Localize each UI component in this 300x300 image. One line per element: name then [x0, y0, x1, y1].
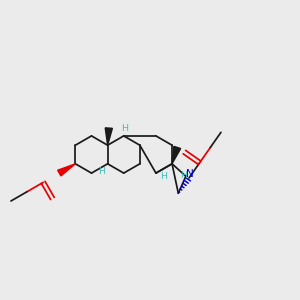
- Text: H: H: [160, 172, 167, 181]
- Polygon shape: [105, 128, 112, 145]
- Text: H: H: [121, 124, 128, 133]
- Polygon shape: [58, 164, 75, 176]
- Text: H: H: [98, 167, 105, 176]
- Text: H: H: [180, 171, 187, 180]
- Text: N: N: [186, 169, 194, 178]
- Polygon shape: [172, 146, 181, 164]
